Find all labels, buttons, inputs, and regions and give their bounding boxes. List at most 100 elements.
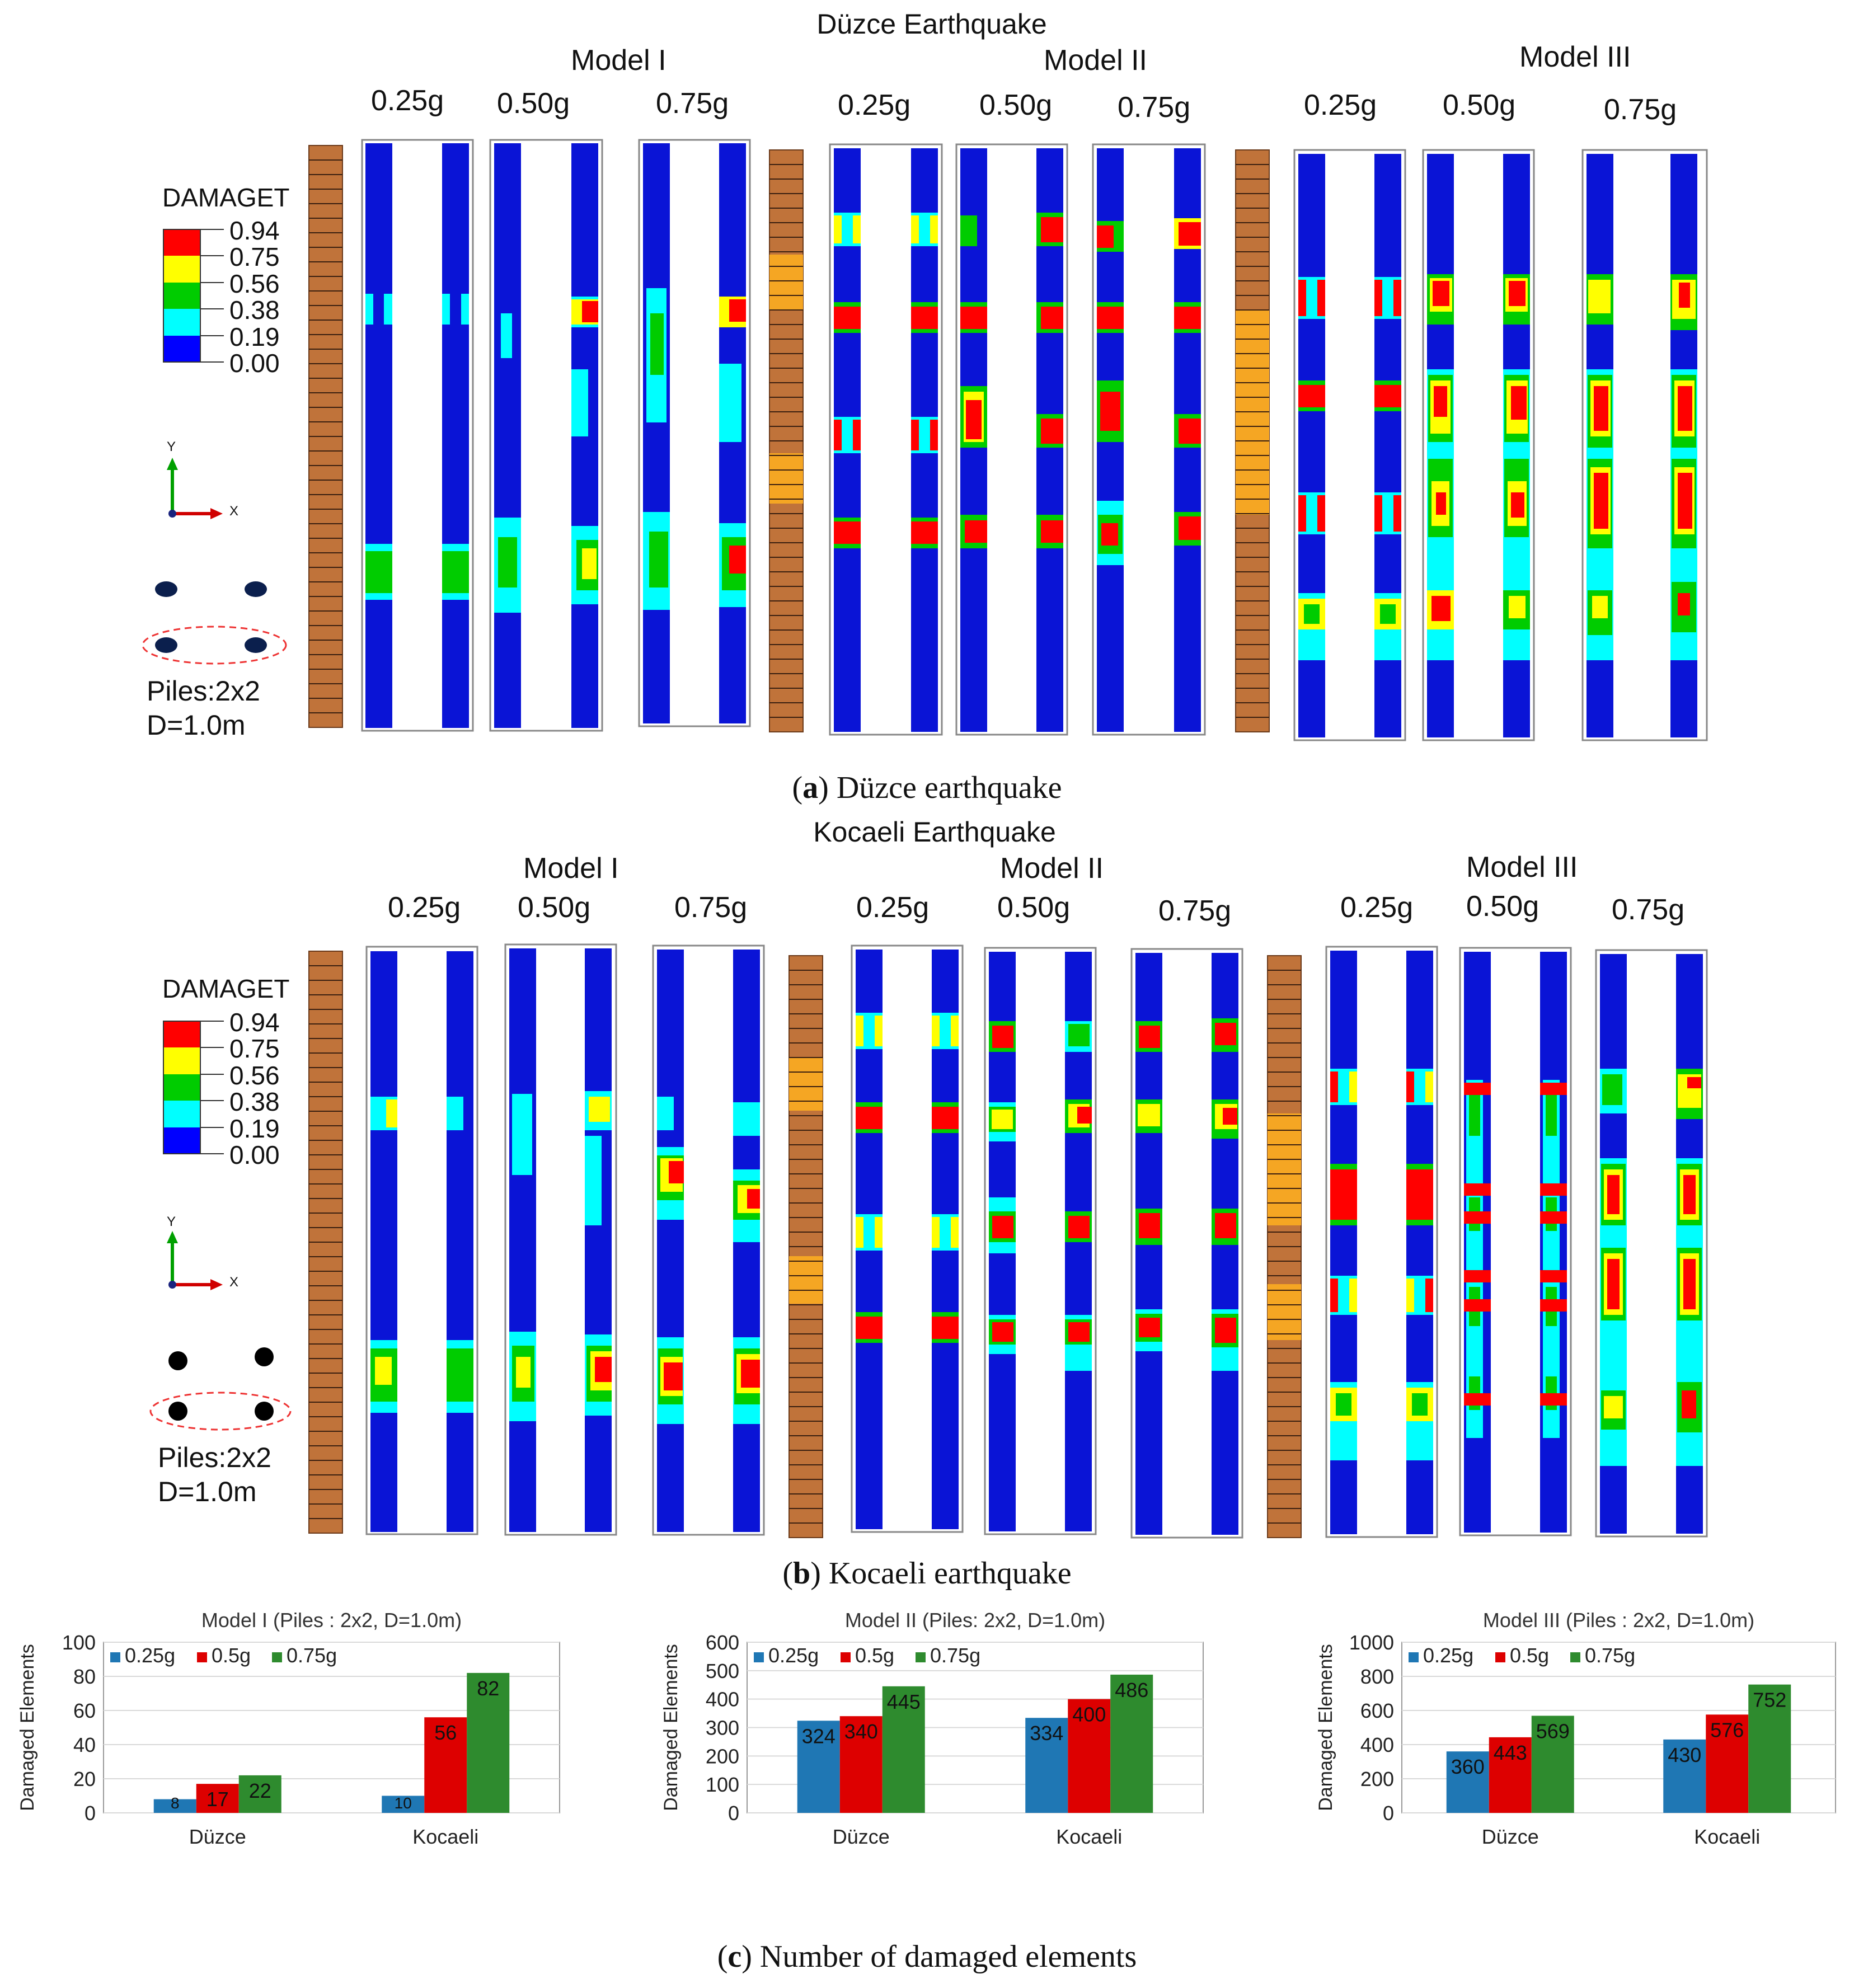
y-axis-label: Damaged Elements	[660, 1644, 682, 1811]
panel-a-m2-075-label: 0.75g	[1118, 91, 1191, 124]
panel-a-m3-050-label: 0.50g	[1443, 89, 1516, 121]
legend-swatch	[754, 1652, 764, 1662]
panel-a-m3-025-plot	[1293, 149, 1406, 741]
y-tick-label: 600	[1360, 1699, 1394, 1722]
panel-a-caption: (a) Düzce earthquake	[792, 770, 1062, 805]
panel-a-m2-050-label: 0.50g	[979, 89, 1053, 121]
chart-svg-0: Model I (Piles : 2x2, D=1.0m) 0 20 40 60 80 10…	[17, 1609, 560, 1848]
panel-a-legend-094: 0.94	[229, 216, 280, 245]
x-category-label: Düzce	[189, 1825, 246, 1848]
y-axis-label: Damaged Elements	[17, 1644, 38, 1811]
panel-b-legend-019: 0.19	[229, 1114, 280, 1143]
panel-a-legend-bar	[163, 229, 224, 363]
panel-b-m1-025-label: 0.25g	[388, 891, 461, 924]
data-label: 430	[1668, 1743, 1701, 1766]
panel-b-m2-025-plot	[851, 944, 964, 1533]
panel-a-m1-050-label: 0.50g	[497, 87, 570, 120]
panel-bar-charts: Model I (Piles : 2x2, D=1.0m) 0 20 40 60 80 10…	[0, 1600, 1854, 1919]
panel-b-legend-038: 0.38	[229, 1087, 280, 1116]
panel-b-legend-000: 0.00	[229, 1140, 280, 1169]
panel-a-legend-title: DAMAGET	[162, 183, 290, 212]
legend-swatch	[1495, 1652, 1505, 1662]
bar-0.5g-Kocaeli	[1706, 1714, 1749, 1813]
bar-0.25g-Kocaeli	[382, 1796, 425, 1813]
panel-a-m3-075-plot	[1581, 149, 1708, 741]
legend-label: 0.5g	[855, 1644, 894, 1667]
panel-a-model-i-title: Model I	[571, 44, 666, 77]
panel-c-caption-text: Number of damaged elements	[752, 1939, 1137, 1974]
panel-b-m3-050-label: 0.50g	[1466, 890, 1539, 923]
panel-a-m3-075-label: 0.75g	[1604, 93, 1677, 126]
y-tick-label: 600	[706, 1631, 739, 1654]
panel-a-damage-plots	[142, 139, 1708, 741]
panel-b-model-ii-title: Model II	[1000, 852, 1104, 885]
y-tick-label: 200	[1360, 1768, 1394, 1790]
legend-label: 0.25g	[768, 1644, 819, 1667]
y-tick-label: 100	[62, 1631, 96, 1654]
panel-b-m2-050-plot	[984, 947, 1097, 1535]
legend-swatch	[841, 1652, 851, 1662]
bar-0.75g-Düzce	[1531, 1716, 1574, 1813]
panel-a-axis-y-label: Y	[167, 439, 176, 454]
legend-label: 0.5g	[212, 1644, 251, 1667]
panel-a-axis-x-label: X	[229, 504, 239, 519]
bar-0.75g-Kocaeli	[467, 1672, 510, 1813]
bar-0.5g-Düzce	[839, 1716, 883, 1813]
chart-title: Model III (Piles : 2x2, D=1.0m)	[1483, 1609, 1754, 1632]
legend-label: 0.5g	[1510, 1644, 1549, 1667]
panel-a-legend-056: 0.56	[229, 269, 280, 298]
x-category-label: Kocaeli	[1056, 1825, 1122, 1848]
panel-b-caption-text: Kocaeli earthquake	[820, 1556, 1072, 1591]
panel-a-m2-025-label: 0.25g	[838, 89, 911, 121]
panel-a-m2-050-plot	[955, 143, 1068, 736]
bar-0.25g-Kocaeli	[1025, 1718, 1068, 1813]
y-axis-label: Damaged Elements	[1315, 1644, 1336, 1811]
bar-0.5g-Düzce	[1489, 1737, 1532, 1813]
panel-b-model-iii-title: Model III	[1466, 851, 1578, 883]
x-category-label: Kocaeli	[412, 1825, 478, 1848]
legend-label: 0.75g	[1585, 1644, 1635, 1667]
y-tick-label: 800	[1360, 1665, 1394, 1688]
panel-a-m3-050-plot	[1422, 149, 1535, 741]
y-tick-label: 60	[73, 1699, 96, 1722]
panel-a-m1-025-plot	[361, 139, 474, 732]
panel-b-m3-075-label: 0.75g	[1612, 894, 1685, 926]
bar-0.5g-Düzce	[196, 1784, 239, 1813]
data-label: 340	[844, 1720, 878, 1743]
legend-label: 0.75g	[930, 1644, 980, 1667]
panel-duzce: Düzce Earthquake Model I Model II Model …	[0, 0, 1854, 805]
bar-0.25g-Kocaeli	[1663, 1739, 1706, 1813]
panel-a-pile-layout-icon	[142, 581, 287, 665]
y-tick-label: 0	[85, 1802, 96, 1825]
y-tick-label: 0	[728, 1802, 739, 1825]
panel-b-m1-050-plot	[504, 943, 617, 1536]
legend-swatch	[916, 1652, 926, 1662]
legend-label: 0.25g	[1423, 1644, 1473, 1667]
panel-b-legend-075: 0.75	[229, 1034, 280, 1063]
panel-a-piles-text: Piles:2x2	[147, 675, 260, 707]
data-label: 17	[206, 1788, 229, 1811]
bar-0.25g-Düzce	[1446, 1751, 1489, 1813]
y-tick-label: 80	[73, 1665, 96, 1688]
bar-0.5g-Kocaeli	[424, 1717, 467, 1813]
data-label: 445	[887, 1690, 921, 1713]
panel-a-m1-075-label: 0.75g	[656, 87, 729, 120]
panel-b-soil-column-2	[788, 955, 823, 1538]
panel-b-m1-025-plot	[365, 946, 478, 1535]
panel-a-m1-025-label: 0.25g	[371, 84, 444, 117]
bar-0.75g-Düzce	[882, 1686, 925, 1813]
panel-b-m2-025-label: 0.25g	[856, 891, 930, 924]
panel-b-damage-plots	[149, 943, 1708, 1539]
y-tick-label: 20	[73, 1768, 96, 1790]
chart-model-ii: Model II (Piles: 2x2, D=1.0m) 0 100 200 300 4…	[655, 1600, 1214, 1863]
panel-a-m1-050-plot	[489, 139, 603, 732]
legend-swatch	[1570, 1652, 1580, 1662]
panel-b-piles-text: Piles:2x2	[158, 1442, 271, 1473]
bar-0.5g-Kocaeli	[1068, 1699, 1111, 1813]
bar-0.75g-Kocaeli	[1748, 1684, 1791, 1813]
panel-b-m2-075-plot	[1130, 948, 1243, 1539]
panel-c-caption: (c) Number of damaged elements	[717, 1939, 1137, 1974]
legend-label: 0.75g	[287, 1644, 337, 1667]
panel-b-legend-title: DAMAGET	[162, 974, 290, 1003]
panel-b-axis-x-label: X	[229, 1275, 239, 1290]
